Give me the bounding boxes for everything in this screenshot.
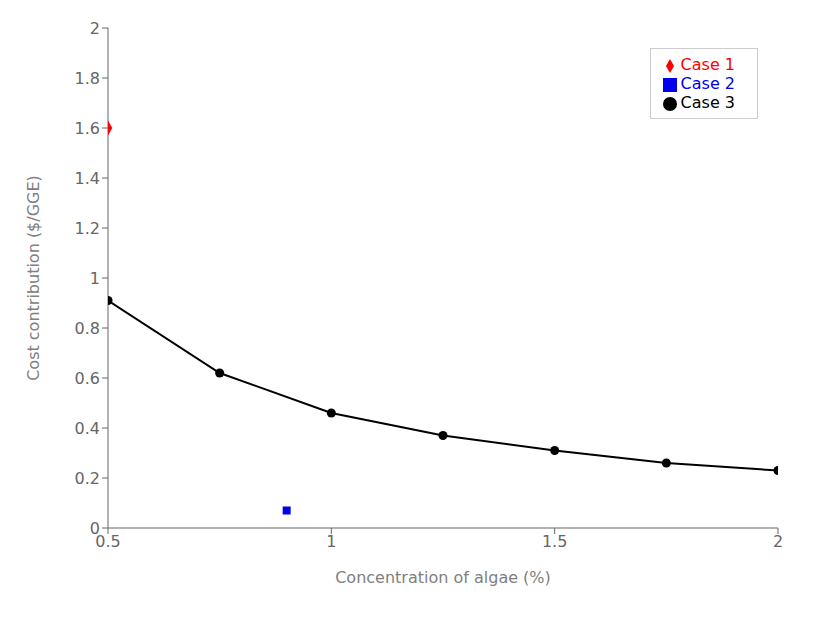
svg-text:0.6: 0.6 [75,369,100,388]
html-text:Case 1: Case 1 [680,55,735,74]
svg-text:1.2: 1.2 [75,219,100,238]
svg-text:1.8: 1.8 [75,69,100,88]
svg-text:1: 1 [90,269,100,288]
svg-text:Concentration of algae (%): Concentration of algae (%) [335,568,551,587]
svg-text:0.5: 0.5 [95,532,121,552]
svg-text:0: 0 [90,519,100,538]
svg-text:1.6: 1.6 [75,119,100,138]
svg-text:2: 2 [90,19,100,38]
svg-text:Cost contribution ($/GGE): Cost contribution ($/GGE) [24,175,43,381]
svg-text:0.2: 0.2 [75,469,100,488]
svg-text:0.4: 0.4 [75,419,100,438]
svg-text:1.4: 1.4 [75,169,100,188]
svg-text:0.8: 0.8 [75,319,100,338]
svg-text:1: 1 [326,532,336,551]
svg-text:1.5: 1.5 [542,532,567,551]
svg-text:2: 2 [773,532,783,551]
html-text:Case 3: Case 3 [680,93,735,112]
html-text:Case 2: Case 2 [680,74,735,93]
